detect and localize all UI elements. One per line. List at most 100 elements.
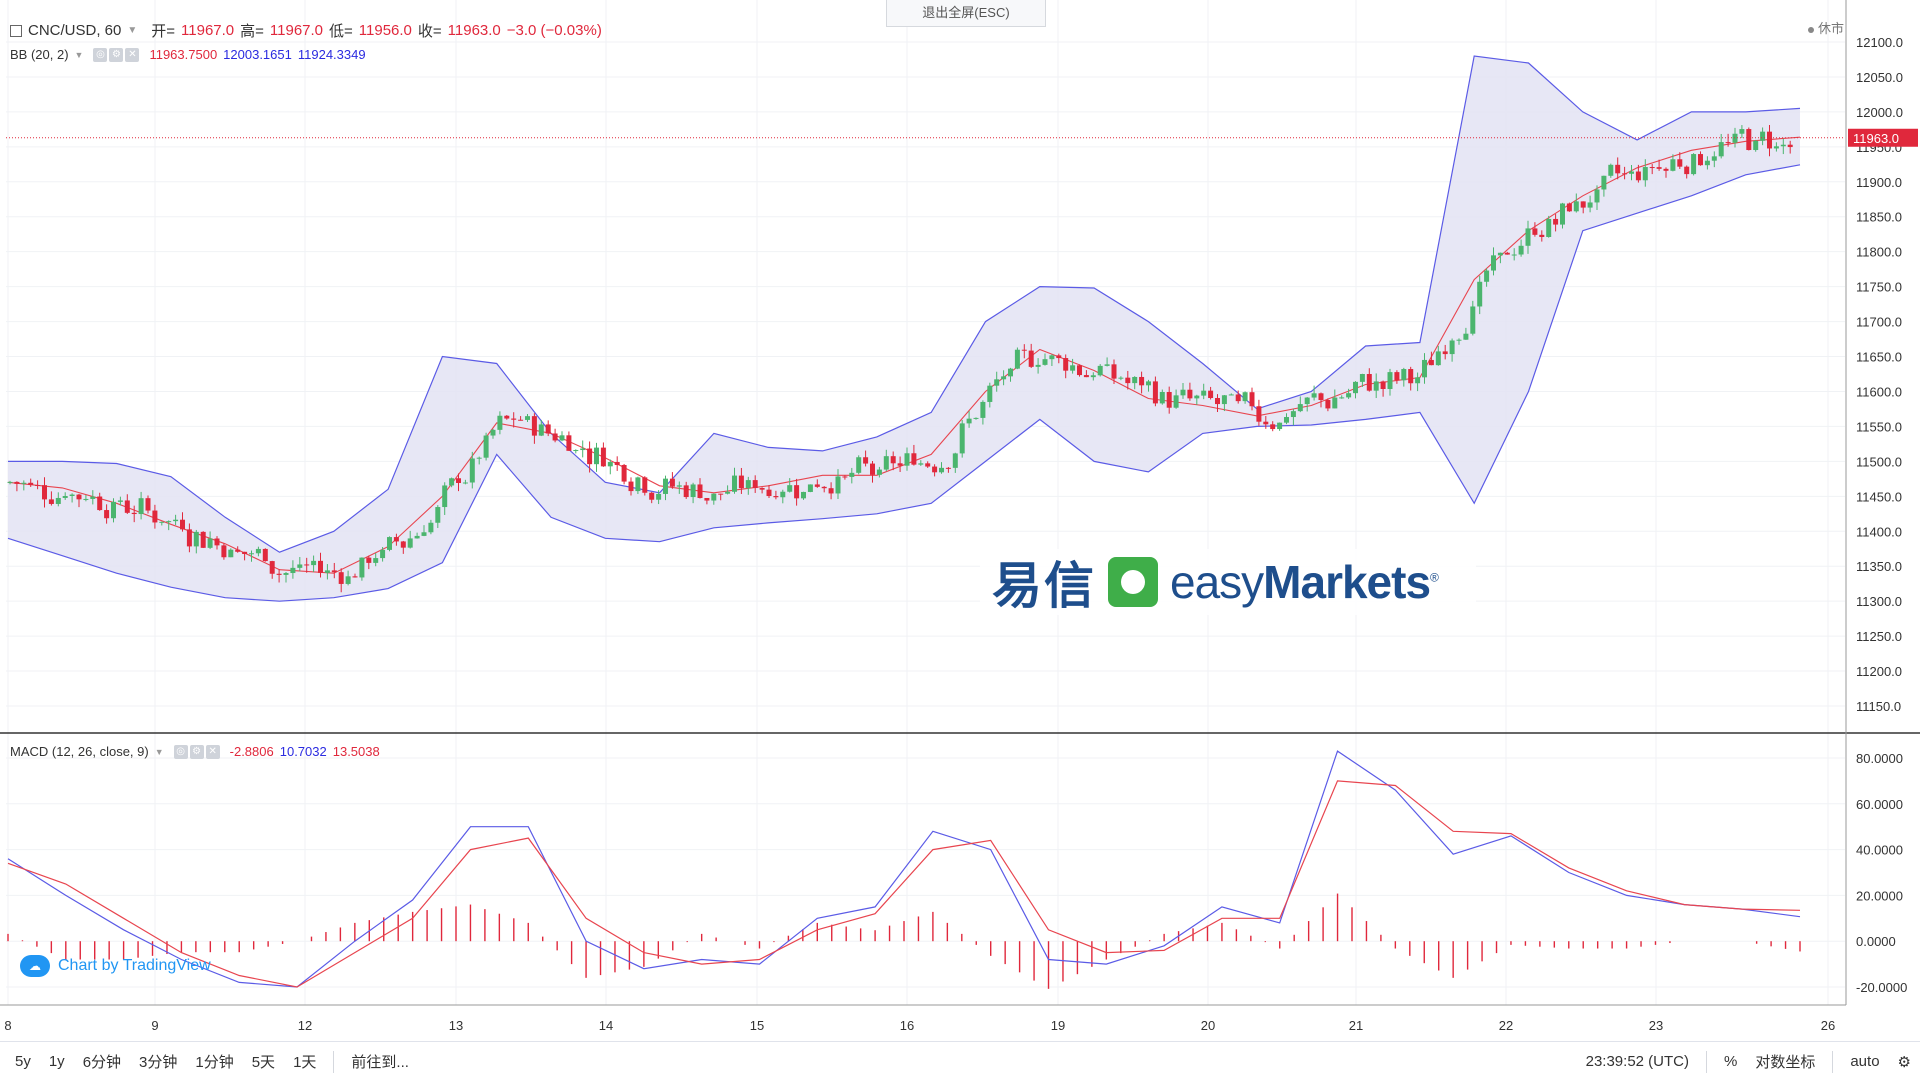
chevron-down-icon[interactable]: ▼ — [74, 49, 84, 60]
range-1d-button[interactable]: 1天 — [293, 1054, 317, 1071]
candle-body — [338, 572, 344, 584]
log-scale-toggle[interactable]: 对数坐标 — [1755, 1054, 1816, 1071]
last-price-tag — [1848, 128, 1918, 147]
candle-body — [1249, 392, 1255, 407]
candle-body — [1387, 372, 1393, 389]
candle-body — [414, 535, 420, 539]
candle-body — [276, 573, 282, 575]
candle-body — [559, 435, 565, 441]
candle-body — [1042, 359, 1048, 365]
candle-body — [1318, 393, 1324, 401]
candles-group — [7, 125, 1793, 593]
range-6m-button[interactable]: 6分钟 — [82, 1054, 122, 1071]
change-value: −3.0 (−0.03%) — [506, 22, 602, 39]
tradingview-badge[interactable]: ☁ Chart by TradingView — [20, 955, 211, 977]
candle-body — [1215, 398, 1220, 405]
gear-icon[interactable]: ⚙ — [189, 744, 204, 759]
eye-icon[interactable]: ◎ — [93, 47, 108, 62]
candle-body — [1325, 400, 1331, 409]
broker-watermark: 易信 easyMarkets® — [980, 549, 1476, 615]
settings-gear-icon[interactable]: ⚙ — [1897, 1053, 1911, 1071]
candle-body — [1311, 393, 1317, 398]
price-axis-label: 11850.0 — [1856, 210, 1902, 225]
bb-label[interactable]: BB (20, 2) — [10, 47, 69, 62]
macd-label[interactable]: MACD (12, 26, close, 9) — [10, 744, 149, 759]
macd-histogram-value: -2.8806 — [229, 744, 274, 759]
candle-body — [676, 485, 682, 487]
time-axis-label: 13 — [449, 1018, 463, 1033]
candle-body — [200, 531, 206, 548]
toolbar-divider — [1832, 1050, 1834, 1073]
symbol-label[interactable]: CNC/USD, 60 — [28, 22, 122, 39]
close-label: 收= — [417, 23, 442, 40]
candle-body — [1104, 364, 1110, 366]
price-axis-label: 11250.0 — [1856, 629, 1902, 644]
percent-toggle[interactable]: % — [1723, 1053, 1738, 1070]
toolbar-divider — [333, 1050, 335, 1073]
macd-axis-label: 60.0000 — [1856, 797, 1903, 812]
gear-icon[interactable]: ⚙ — [109, 47, 124, 62]
candle-body — [973, 417, 979, 419]
candle-body — [600, 447, 606, 467]
candle-body — [1173, 395, 1179, 408]
eye-icon[interactable]: ◎ — [173, 744, 188, 759]
candle-body — [545, 424, 551, 434]
candle-body — [490, 429, 496, 436]
close-icon[interactable]: ✕ — [205, 744, 220, 759]
candle-body — [145, 498, 151, 511]
candle-body — [324, 570, 330, 573]
candle-body — [290, 567, 296, 574]
candle-body — [69, 494, 75, 497]
candle-body — [1573, 201, 1579, 212]
candle-body — [297, 564, 303, 568]
candle-body — [738, 475, 744, 489]
candle-body — [1194, 395, 1200, 399]
range-3m-button[interactable]: 3分钟 — [139, 1054, 178, 1071]
candle-body — [594, 447, 599, 465]
range-1y-button[interactable]: 1y — [48, 1053, 65, 1070]
range-1m-button[interactable]: 1分钟 — [195, 1054, 234, 1071]
candle-body — [1497, 252, 1503, 256]
candle-body — [48, 499, 54, 504]
candle-body — [1470, 306, 1476, 334]
candle-body — [759, 488, 765, 490]
candle-body — [483, 435, 489, 458]
macd-signal-line — [7, 780, 1801, 988]
exit-fullscreen-button[interactable]: 退出全屏(ESC) — [886, 0, 1046, 27]
candle-body — [90, 496, 96, 499]
candle-body — [1152, 381, 1158, 404]
close-icon[interactable]: ✕ — [125, 47, 140, 62]
candle-body — [883, 456, 889, 470]
bb-upper-value: 12003.1651 — [223, 47, 292, 62]
candle-body — [897, 463, 903, 466]
candle-body — [173, 519, 179, 522]
goto-button[interactable]: 前往到... — [351, 1054, 409, 1071]
chart-canvas[interactable]: 12100.012050.012000.011950.011900.011850… — [0, 0, 1920, 1041]
candle-body — [732, 475, 737, 492]
candle-body — [1332, 397, 1338, 409]
open-label: 开= — [151, 23, 176, 40]
price-axis-label: 11900.0 — [1856, 175, 1902, 190]
bottom-toolbar: 5y 1y 6分钟 3分钟 1分钟 5天 1天 前往到... 23:39:52 … — [0, 1041, 1920, 1081]
candle-body — [318, 560, 323, 573]
candle-body — [794, 485, 800, 499]
candle-body — [656, 493, 662, 500]
range-5y-button[interactable]: 5y — [15, 1053, 31, 1070]
chevron-down-icon[interactable]: ▼ — [154, 746, 164, 757]
range-5d-button[interactable]: 5天 — [251, 1054, 276, 1071]
candle-body — [1297, 404, 1303, 412]
candle-body — [1035, 364, 1041, 367]
candle-body — [1463, 333, 1469, 340]
auto-scale-toggle[interactable]: auto — [1850, 1053, 1880, 1070]
candle-body — [1725, 142, 1731, 144]
macd-axis-label: 0.0000 — [1856, 934, 1896, 949]
chevron-down-icon[interactable]: ▼ — [127, 25, 138, 36]
collapse-icon[interactable] — [10, 24, 22, 37]
candle-body — [642, 477, 648, 493]
candle-body — [1353, 381, 1358, 394]
candle-body — [1704, 160, 1710, 166]
utc-clock[interactable]: 23:39:52 (UTC) — [1585, 1053, 1689, 1070]
candle-body — [1780, 144, 1786, 147]
candle-body — [518, 419, 524, 421]
candle-body — [1339, 397, 1345, 399]
